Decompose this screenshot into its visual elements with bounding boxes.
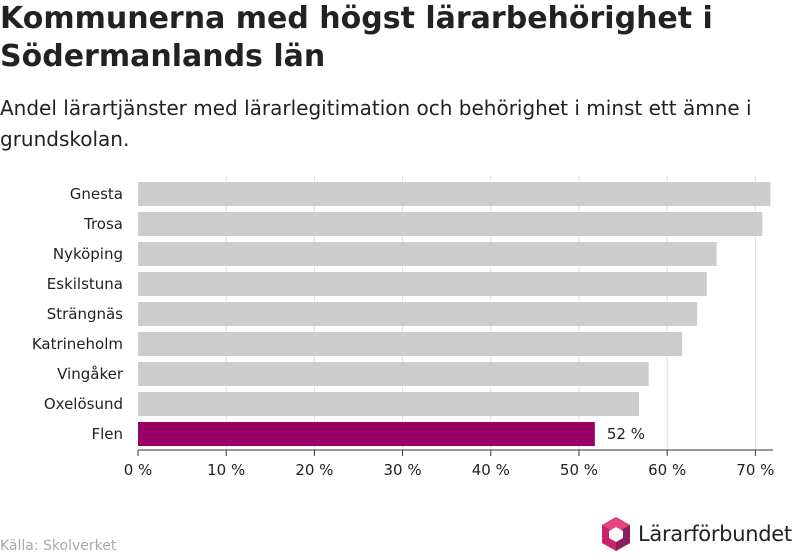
bar-6 bbox=[138, 362, 649, 386]
x-tick-label-4: 40 % bbox=[472, 461, 510, 479]
bar-5 bbox=[138, 332, 683, 356]
logo-wordmark: Lärarförbundet bbox=[638, 522, 792, 546]
category-label-0: Gnesta bbox=[70, 185, 123, 203]
category-label-8: Flen bbox=[91, 425, 123, 443]
lararforbundet-hexagon-logo-icon bbox=[602, 517, 630, 551]
bar-0 bbox=[138, 182, 771, 206]
source-note: Källa: Skolverket bbox=[0, 538, 117, 554]
organization-logo: Lärarförbundet bbox=[600, 516, 792, 552]
bar-chart: Gnesta Trosa Nyköping Eskilstuna Strängnäs Ka… bbox=[32, 176, 774, 479]
category-label-1: Trosa bbox=[83, 215, 123, 233]
bar-4 bbox=[138, 302, 698, 326]
bar-7 bbox=[138, 392, 639, 416]
bar-2 bbox=[138, 242, 717, 266]
category-label-2: Nyköping bbox=[53, 245, 123, 263]
chart-title: Kommunerna med högst lärarbehörighet i S… bbox=[0, 1, 713, 74]
category-label-5: Katrineholm bbox=[32, 335, 123, 353]
category-label-6: Vingåker bbox=[57, 365, 124, 383]
x-tick-label-5: 50 % bbox=[560, 461, 598, 479]
x-tick-label-7: 70 % bbox=[736, 461, 774, 479]
chart-subtitle: Andel lärartjänster med lärarlegitimatio… bbox=[0, 96, 752, 151]
category-label-4: Strängnäs bbox=[47, 305, 123, 323]
bar-3 bbox=[138, 272, 707, 296]
category-label-3: Eskilstuna bbox=[47, 275, 123, 293]
data-label-8: 52 % bbox=[607, 425, 645, 443]
bar-1 bbox=[138, 212, 763, 236]
x-tick-label-3: 30 % bbox=[384, 461, 422, 479]
category-label-7: Oxelösund bbox=[44, 395, 123, 413]
x-tick-label-6: 60 % bbox=[648, 461, 686, 479]
x-tick-label-1: 10 % bbox=[207, 461, 245, 479]
x-tick-label-0: 0 % bbox=[124, 461, 153, 479]
x-tick-label-2: 20 % bbox=[295, 461, 333, 479]
bar-8 bbox=[138, 422, 595, 446]
